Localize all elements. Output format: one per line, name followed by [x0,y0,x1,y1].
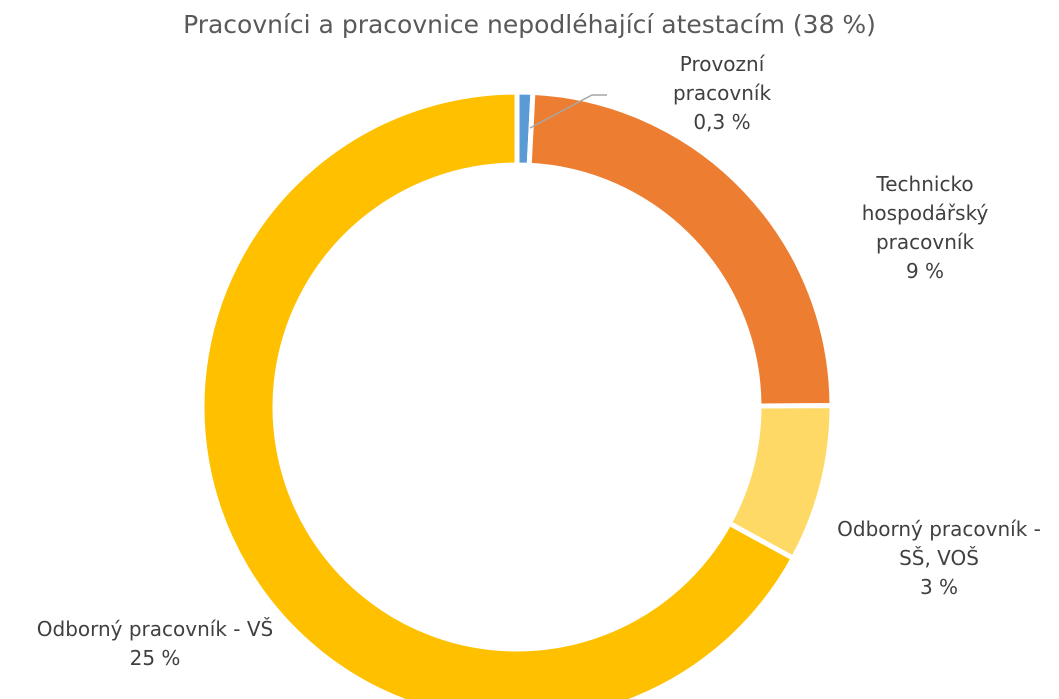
data-label: Provozní pracovník 0,3 % [652,50,792,137]
category-label: Provozní pracovník [672,52,772,105]
donut-segment [199,89,797,699]
data-label: Technicko hospodářský pracovník 9 % [845,170,1005,286]
leader-line [529,94,607,129]
data-label: Odborný pracovník - VŠ 25 % [0,615,310,673]
category-label: Odborný pracovník - SŠ, VOŠ [837,517,1041,570]
chart-title: Pracovníci a pracovnice nepodléhající at… [183,10,876,39]
value-label: 3 % [919,575,959,599]
category-label: Technicko hospodářský pracovník [861,172,989,254]
value-label: 9 % [905,259,945,283]
data-label: Odborný pracovník - SŠ, VOŠ 3 % [820,515,1058,602]
donut-segment [526,89,835,409]
value-label: 25 % [129,646,181,670]
category-label: Odborný pracovník - VŠ [36,617,274,641]
value-label: 0,3 % [693,110,751,134]
